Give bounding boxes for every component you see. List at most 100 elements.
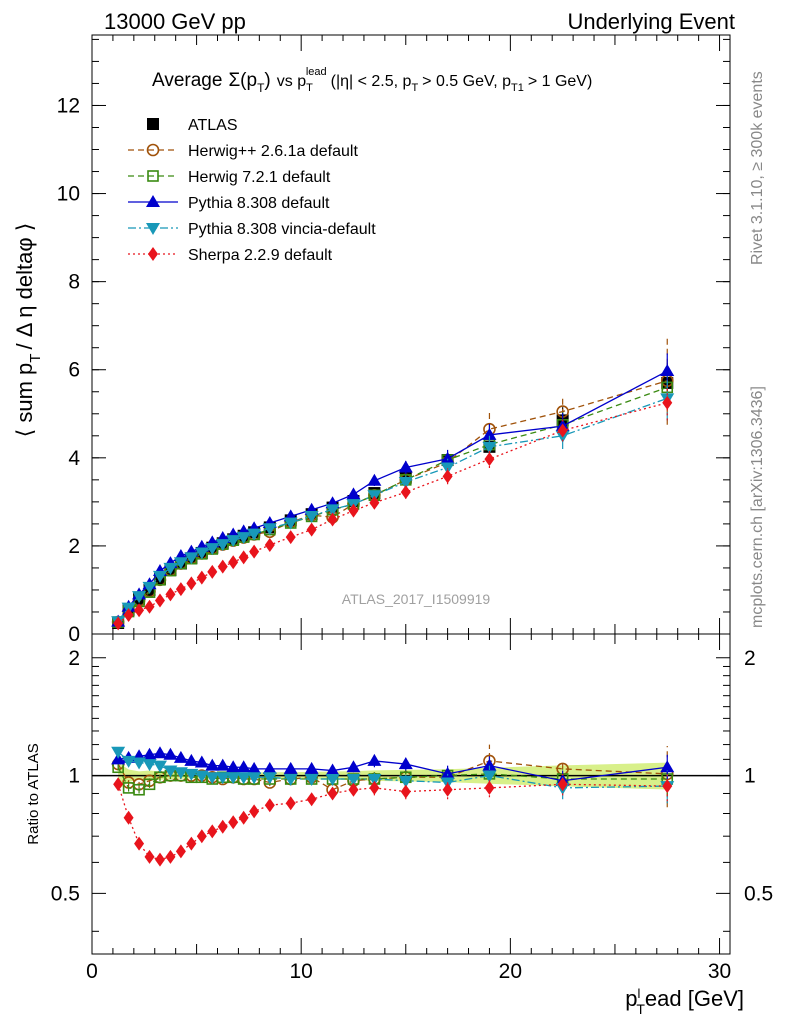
data-point-sherpa bbox=[306, 522, 317, 537]
series-line-herwig7 bbox=[117, 386, 668, 623]
ratio-point-pythia bbox=[367, 753, 382, 766]
ratio-point-pythia bbox=[142, 747, 157, 760]
ratio-y-axis-label: Ratio to ATLAS bbox=[25, 743, 42, 844]
rivet-version-label: Rivet 3.1.10, ≥ 300k events bbox=[749, 71, 766, 265]
main-y-tick-label: 12 bbox=[57, 94, 80, 117]
ratio-point-sherpa bbox=[207, 824, 218, 839]
ratio-point-vincia bbox=[111, 746, 126, 759]
ratio-point-pythia bbox=[236, 760, 251, 773]
x-tick-label: 0 bbox=[86, 960, 98, 983]
ratio-point-vincia bbox=[194, 770, 209, 783]
ratio-plot-frame bbox=[91, 633, 731, 955]
ratio-point-pythia bbox=[440, 766, 455, 779]
ratio-point-vincia bbox=[215, 772, 230, 785]
legend-item-vincia: Pythia 8.308 vincia-default bbox=[128, 221, 376, 238]
ratio-point-vincia bbox=[226, 772, 241, 785]
data-point-sherpa bbox=[285, 530, 296, 545]
ratio-point-vincia bbox=[205, 772, 220, 785]
data-point-sherpa bbox=[144, 599, 155, 614]
legend-marker-pythia bbox=[146, 195, 160, 207]
main-plot-title: Average Σ(pT) vs pTlead(|η| < 2.5, pT > 0.5… bbox=[152, 66, 592, 95]
ratio-point-sherpa bbox=[249, 804, 260, 819]
data-point-sherpa bbox=[264, 538, 275, 553]
ratio-point-pythia bbox=[283, 761, 298, 774]
ratio-point-vincia bbox=[132, 757, 147, 770]
ratio-point-pythia bbox=[325, 763, 340, 776]
data-point-vincia bbox=[236, 532, 251, 545]
ratio-point-pythia bbox=[215, 758, 230, 771]
ratio-point-vincia bbox=[247, 772, 262, 785]
data-point-sherpa bbox=[165, 587, 176, 602]
ratio-point-vincia bbox=[184, 768, 199, 781]
ratio-point-sherpa bbox=[228, 815, 239, 830]
series-pythia bbox=[111, 353, 675, 627]
ratio-point-pythia bbox=[304, 761, 319, 774]
main-y-tick-label: 4 bbox=[68, 447, 80, 470]
data-point-pythia bbox=[440, 451, 455, 464]
data-point-sherpa bbox=[249, 544, 260, 559]
legend-item-herwig7: Herwig 7.2.1 default bbox=[128, 169, 331, 186]
data-point-pythia bbox=[346, 487, 361, 500]
series-atlas bbox=[112, 363, 674, 629]
ratio-axes: 0.5 0.51 12 20 10 20 30 bbox=[51, 634, 773, 983]
ratio-point-sherpa bbox=[348, 782, 359, 797]
data-point-vincia bbox=[152, 570, 167, 583]
data-point-vincia bbox=[283, 517, 298, 530]
data-point-sherpa bbox=[113, 616, 124, 631]
legend-marker-sherpa bbox=[148, 247, 158, 261]
ratio-point-sherpa bbox=[327, 786, 338, 801]
ratio-series-sherpa bbox=[113, 772, 673, 867]
ratio-line-sherpa bbox=[117, 783, 668, 861]
ratio-y-tick-label: 0.5 bbox=[51, 882, 80, 905]
ratio-y-tick-label-right: 0.5 bbox=[744, 882, 773, 905]
legend-item-herwigpp: Herwig++ 2.6.1a default bbox=[128, 143, 358, 160]
data-point-sherpa bbox=[175, 582, 186, 597]
ratio-point-sherpa bbox=[165, 849, 176, 864]
data-point-vincia bbox=[325, 504, 340, 517]
ratio-y-tick-label-right: 2 bbox=[744, 647, 756, 670]
ratio-point-pythia bbox=[184, 753, 199, 766]
ratio-point-pythia bbox=[346, 760, 361, 773]
ratio-point-sherpa bbox=[238, 810, 249, 825]
main-y-tick-label: 6 bbox=[68, 359, 80, 382]
series-herwigpp bbox=[111, 336, 674, 629]
data-point-sherpa bbox=[134, 603, 145, 618]
ratio-data-area bbox=[111, 744, 675, 867]
data-point-sherpa bbox=[196, 570, 207, 585]
series-sherpa bbox=[113, 385, 673, 631]
data-point-vincia bbox=[398, 477, 413, 490]
ratio-point-pythia bbox=[163, 747, 178, 760]
data-point-vincia bbox=[142, 581, 157, 594]
data-point-vincia bbox=[226, 535, 241, 548]
data-point-sherpa bbox=[238, 550, 249, 565]
legend-label-herwig7: Herwig 7.2.1 default bbox=[188, 169, 331, 186]
main-y-tick-label: 2 bbox=[68, 535, 80, 558]
legend-item-sherpa: Sherpa 2.2.9 default bbox=[128, 247, 333, 264]
main-y-tick-label: 8 bbox=[68, 271, 80, 294]
data-point-pythia bbox=[367, 473, 382, 486]
ratio-point-sherpa bbox=[442, 782, 453, 797]
ratio-point-pythia bbox=[194, 755, 209, 768]
data-point-pythia bbox=[660, 364, 675, 377]
x-tick-label: 20 bbox=[499, 960, 522, 983]
ratio-point-vincia bbox=[482, 770, 497, 783]
main-y-tick-label: 0 bbox=[68, 623, 80, 646]
ratio-point-sherpa bbox=[144, 849, 155, 864]
series-line-pythia bbox=[117, 370, 668, 623]
legend-marker-vincia bbox=[146, 223, 160, 235]
ratio-point-sherpa bbox=[484, 780, 495, 795]
ratio-y-tick-label: 2 bbox=[68, 647, 80, 670]
legend-marker-atlas bbox=[147, 118, 159, 130]
data-point-sherpa bbox=[217, 559, 228, 574]
ratio-point-pythia bbox=[152, 746, 167, 759]
data-point-vincia bbox=[194, 547, 209, 560]
ratio-point-sherpa bbox=[113, 777, 124, 792]
ratio-point-vincia bbox=[346, 773, 361, 786]
legend-item-atlas: ATLAS bbox=[147, 117, 238, 134]
ratio-point-pythia bbox=[247, 761, 262, 774]
data-point-vincia bbox=[205, 543, 220, 556]
data-point-vincia bbox=[163, 562, 178, 575]
ratio-point-vincia bbox=[367, 773, 382, 786]
ratio-point-pythia bbox=[660, 760, 675, 773]
ratio-point-herwig7 bbox=[143, 778, 156, 791]
